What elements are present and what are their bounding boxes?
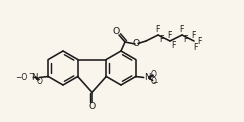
Text: F: F (159, 36, 163, 45)
Text: O: O (151, 77, 157, 86)
Text: F: F (156, 25, 160, 34)
Text: −O: −O (15, 73, 27, 82)
Text: −: − (152, 80, 158, 86)
Text: F: F (171, 41, 175, 51)
Text: O: O (112, 26, 120, 36)
Text: O: O (88, 102, 96, 111)
Text: N: N (31, 73, 38, 82)
Text: F: F (168, 30, 172, 40)
Text: F: F (183, 36, 187, 45)
Text: F: F (192, 30, 196, 40)
Text: −: − (28, 71, 33, 77)
Text: F: F (197, 37, 201, 46)
Text: N: N (144, 73, 151, 82)
Text: O: O (151, 70, 157, 79)
Text: F: F (180, 25, 184, 34)
Text: F: F (193, 42, 197, 51)
Text: O: O (132, 39, 140, 47)
Text: O: O (36, 76, 42, 86)
